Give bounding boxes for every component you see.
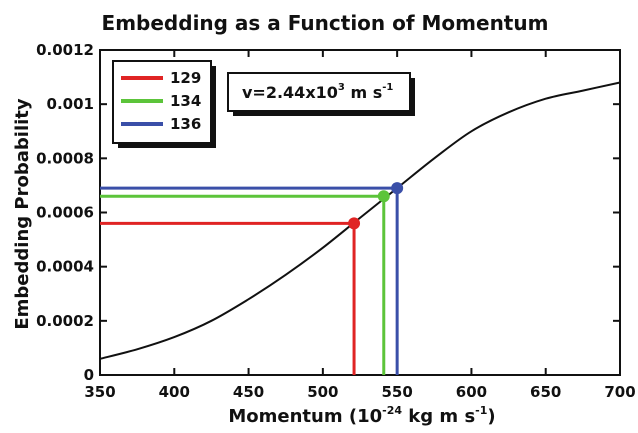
annotation-text: v=2.44x103 m s-1 <box>242 82 393 102</box>
x-axis-label-exp2: -1 <box>475 404 487 417</box>
annotation-exp2: -1 <box>382 82 393 93</box>
annotation-base: v=2.44x10 <box>242 83 338 102</box>
y-tick-label: 0.0002 <box>36 312 94 330</box>
x-tick-label: 500 <box>307 383 338 401</box>
x-tick-label: 550 <box>381 383 412 401</box>
y-tick-label: 0.0004 <box>36 258 94 276</box>
legend-label-136: 136 <box>170 115 201 133</box>
x-axis-label: Momentum (10-24 kg m s-1) <box>228 404 495 427</box>
y-tick-label: 0.0006 <box>36 204 94 222</box>
annotation-box: v=2.44x103 m s-1 <box>227 72 415 116</box>
plot-area: 350 400 450 500 550 600 650 700 0 0.0002 0.0004 0.0… <box>36 41 636 401</box>
x-axis-label-end: ) <box>487 406 495 427</box>
y-tick-label: 0.0008 <box>36 149 94 167</box>
annotation-exp: 3 <box>338 82 345 93</box>
y-tick-label: 0.0012 <box>36 41 94 59</box>
legend-label-134: 134 <box>170 92 201 110</box>
x-tick-label: 650 <box>530 383 561 401</box>
annotation-mid: m s <box>345 83 382 102</box>
series-136-point <box>391 182 404 195</box>
momentum-curve <box>99 81 621 360</box>
x-tick-label: 700 <box>604 383 635 401</box>
x-tick-label: 450 <box>233 383 264 401</box>
series-129-point <box>348 217 361 230</box>
x-axis-label-base: Momentum (10 <box>228 406 382 427</box>
x-tick-label: 350 <box>84 383 115 401</box>
y-tick-label: 0.001 <box>47 95 94 113</box>
y-axis-label-group: Embedding Probability <box>12 98 33 330</box>
x-axis-label-exp: -24 <box>382 404 402 417</box>
chart-title: Embedding as a Function of Momentum <box>102 11 549 35</box>
x-axis-label-mid: kg m s <box>402 406 475 427</box>
legend: 129 134 136 <box>112 60 216 148</box>
legend-label-129: 129 <box>170 69 201 87</box>
x-tick-label: 600 <box>456 383 487 401</box>
x-tick-label: 400 <box>159 383 190 401</box>
y-axis-label: Embedding Probability <box>12 98 33 330</box>
y-tick-label: 0 <box>84 366 94 384</box>
annotation-frame <box>227 72 411 112</box>
series-134-point <box>377 190 390 203</box>
